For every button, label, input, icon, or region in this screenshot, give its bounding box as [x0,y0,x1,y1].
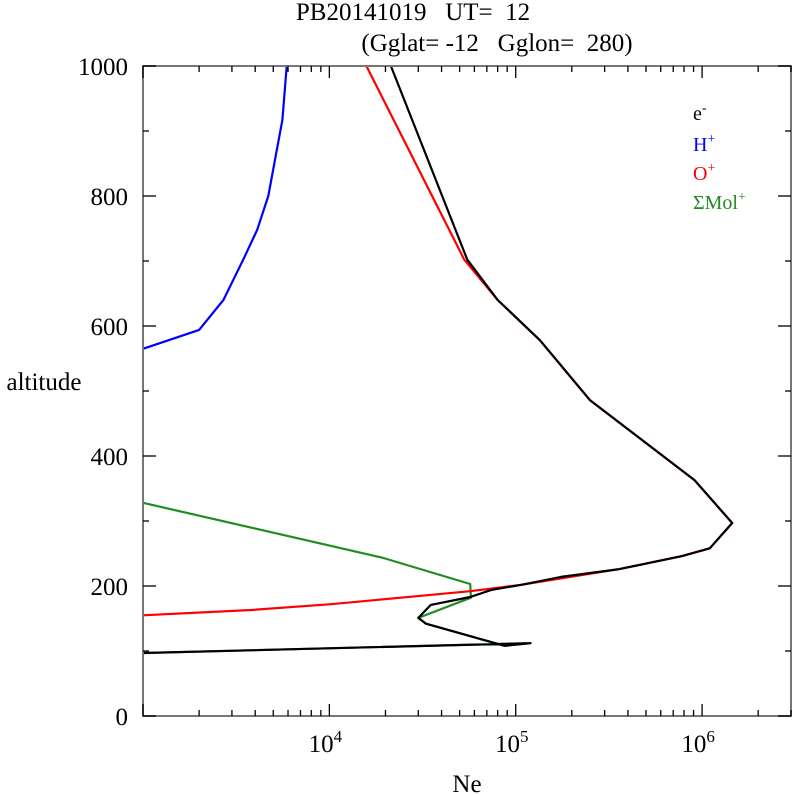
series-line-mol [142,501,532,655]
chart-title-line2: (Gglat= -12 Gglon= 280) [361,30,632,57]
y-tick-label: 1000 [78,54,128,81]
plot-axes [142,65,792,717]
y-tick-label: 200 [91,574,129,601]
series-line-h [142,65,288,350]
x-tick-label: 106 [681,727,715,758]
x-tick-label-base: 10 [495,731,520,758]
legend-entry-e: e- [693,101,707,125]
legend: e- H+ O+ ΣMol+ [693,101,746,214]
x-tick-label: 105 [495,727,529,758]
y-tick-labels: 0 200 400 600 800 1000 [78,54,128,731]
plot-curves [142,65,734,655]
legend-entry-h: H+ [693,132,715,156]
y-axis-label: altitude [7,369,82,396]
x-tick-label-base: 10 [309,731,334,758]
y-tick-label: 800 [91,184,129,211]
series-line-e [142,65,734,655]
x-axis-label: Ne [452,771,481,795]
chart-title-line1: PB20141019 UT= 12 [296,0,530,26]
x-tick-label-exponent: 6 [706,727,715,746]
legend-entry-mol: ΣMol+ [693,190,746,214]
y-tick-label: 600 [91,314,129,341]
x-tick-labels: 104 105 106 [309,727,715,758]
x-tick-label-exponent: 5 [520,727,529,746]
legend-entry-o: O+ [693,161,715,185]
y-tick-label: 0 [116,704,129,731]
x-tick-label-exponent: 4 [334,727,343,746]
x-tick-label-base: 10 [681,731,706,758]
y-tick-label: 400 [91,444,129,471]
series-line-o [142,65,734,617]
x-tick-label: 104 [309,727,343,758]
